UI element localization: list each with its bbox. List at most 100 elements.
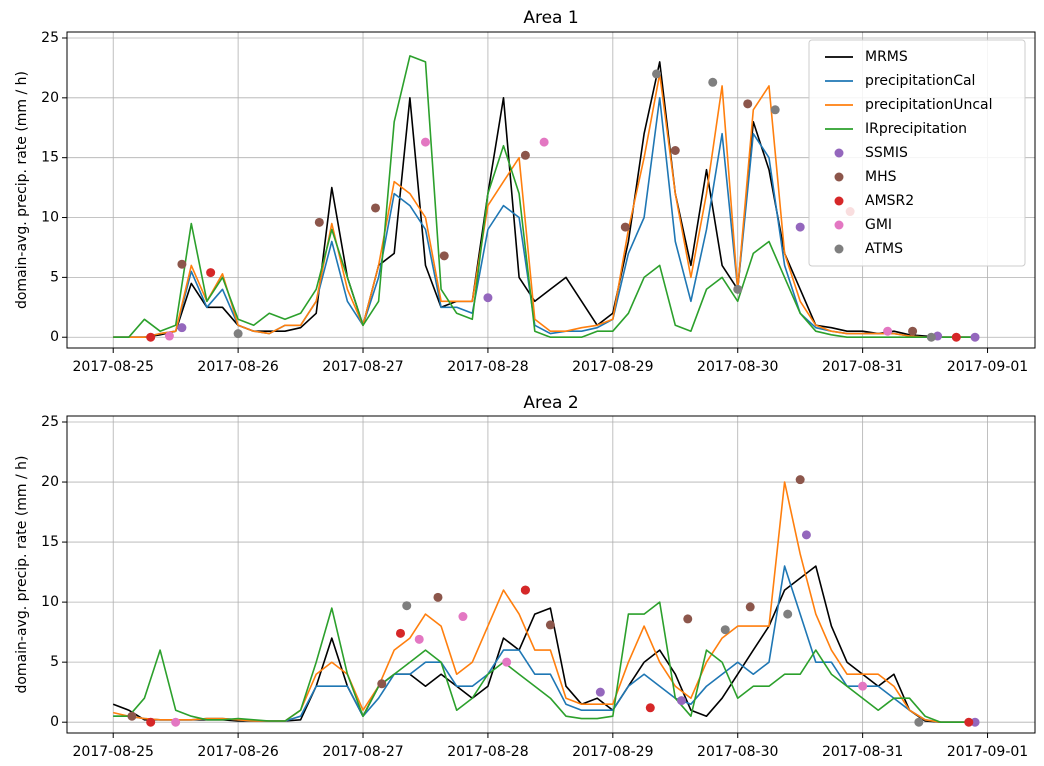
scatter-point: [970, 717, 980, 727]
legend-label: precipitationUncal: [865, 97, 992, 113]
scatter-point: [545, 620, 555, 630]
y-tick-label: 0: [50, 329, 59, 345]
scatter-point: [439, 251, 449, 261]
scatter-point: [795, 475, 805, 485]
scatter-point: [795, 222, 805, 232]
scatter-point: [164, 331, 174, 341]
y-tick-label: 0: [50, 714, 59, 730]
series-line: [113, 601, 972, 723]
scatter-point: [914, 717, 924, 727]
x-tick-label: 2017-08-30: [697, 359, 778, 375]
subplot: Area 1 domain-avg. precip. rate (mm / h) 0…: [14, 8, 1036, 375]
scatter-point: [414, 634, 424, 644]
y-tick-label: 25: [41, 414, 59, 430]
scatter-point: [951, 332, 961, 342]
x-tick-label: 2017-08-31: [822, 359, 903, 375]
axes-frame: [66, 415, 1036, 734]
legend-label: GMI: [865, 217, 892, 233]
y-tick-label: 5: [50, 654, 59, 670]
legend-label: AMSR2: [865, 193, 914, 209]
scatter-point: [683, 614, 693, 624]
x-tick-label: 2017-08-25: [73, 744, 154, 760]
legend-marker: [834, 220, 844, 230]
scatter-point: [233, 329, 243, 339]
x-tick-label: 2017-08-27: [322, 359, 403, 375]
y-tick-label: 15: [41, 534, 59, 550]
chart-title: Area 1: [523, 8, 578, 28]
scatter-point: [395, 628, 405, 638]
legend-label: IRprecipitation: [865, 121, 967, 137]
scatter-point: [146, 332, 156, 342]
scatter-point: [883, 326, 893, 336]
scatter-point: [858, 681, 868, 691]
x-tick-label: 2017-08-28: [447, 744, 528, 760]
scatter-point: [127, 711, 137, 721]
scatter-point: [502, 657, 512, 667]
legend-marker: [834, 244, 844, 254]
series-line: [113, 481, 972, 723]
x-tick-label: 2017-08-27: [322, 744, 403, 760]
x-tick-label: 2017-08-29: [572, 359, 653, 375]
subplot: Area 2 domain-avg. precip. rate (mm / h) 0…: [14, 393, 1036, 760]
scatter-point: [720, 625, 730, 635]
scatter-point: [743, 99, 753, 109]
x-tick-label: 2017-08-31: [822, 744, 903, 760]
scatter-point: [458, 612, 468, 622]
y-tick-label: 20: [41, 90, 59, 106]
chart-title: Area 2: [523, 393, 578, 413]
x-tick-label: 2017-08-26: [197, 744, 278, 760]
scatter-point: [177, 323, 187, 333]
scatter-point: [908, 326, 918, 336]
series-line: [113, 73, 972, 338]
scatter-point: [595, 687, 605, 697]
scatter-point: [539, 137, 549, 147]
scatter-point: [652, 69, 662, 79]
scatter-point: [402, 601, 412, 611]
scatter-point: [970, 332, 980, 342]
x-tick-label: 2017-08-28: [447, 359, 528, 375]
series-line: [113, 565, 972, 723]
legend-label: precipitationCal: [865, 73, 975, 89]
scatter-point: [783, 609, 793, 619]
scatter-point: [964, 717, 974, 727]
scatter-point: [677, 696, 687, 706]
series-line: [112, 565, 972, 723]
scatter-point: [314, 217, 324, 227]
axes-frame: [66, 31, 1036, 349]
legend-label: ATMS: [865, 241, 903, 257]
scatter-point: [520, 585, 530, 595]
scatter-point: [801, 530, 811, 540]
legend-marker: [834, 196, 844, 206]
legend-label: MHS: [865, 169, 897, 185]
y-tick-label: 5: [50, 269, 59, 285]
y-axis-label: domain-avg. precip. rate (mm / h): [14, 455, 30, 693]
legend-label: MRMS: [865, 49, 908, 65]
y-tick-label: 10: [41, 210, 59, 226]
y-axis-label: domain-avg. precip. rate (mm / h): [14, 71, 30, 309]
y-tick-label: 25: [41, 30, 59, 46]
y-tick-label: 20: [41, 474, 59, 490]
legend-marker: [834, 148, 844, 158]
scatter-point: [733, 284, 743, 294]
scatter-point: [206, 268, 216, 278]
scatter-point: [645, 703, 655, 713]
y-tick-label: 10: [41, 594, 59, 610]
x-tick-label: 2017-09-01: [947, 359, 1028, 375]
scatter-point: [371, 203, 381, 213]
scatter-point: [420, 137, 430, 147]
scatter-point: [745, 602, 755, 612]
scatter-point: [433, 592, 443, 602]
legend-box: [808, 39, 1026, 267]
y-tick-label: 15: [41, 150, 59, 166]
scatter-point: [770, 105, 780, 115]
scatter-point: [377, 679, 387, 689]
scatter-point: [926, 332, 936, 342]
scatter-point: [620, 222, 630, 232]
scatter-point: [708, 77, 718, 87]
legend-marker: [834, 172, 844, 182]
scatter-point: [520, 150, 530, 160]
x-tick-label: 2017-08-25: [73, 359, 154, 375]
scatter-point: [670, 146, 680, 155]
legend-label: SSMIS: [865, 145, 908, 161]
